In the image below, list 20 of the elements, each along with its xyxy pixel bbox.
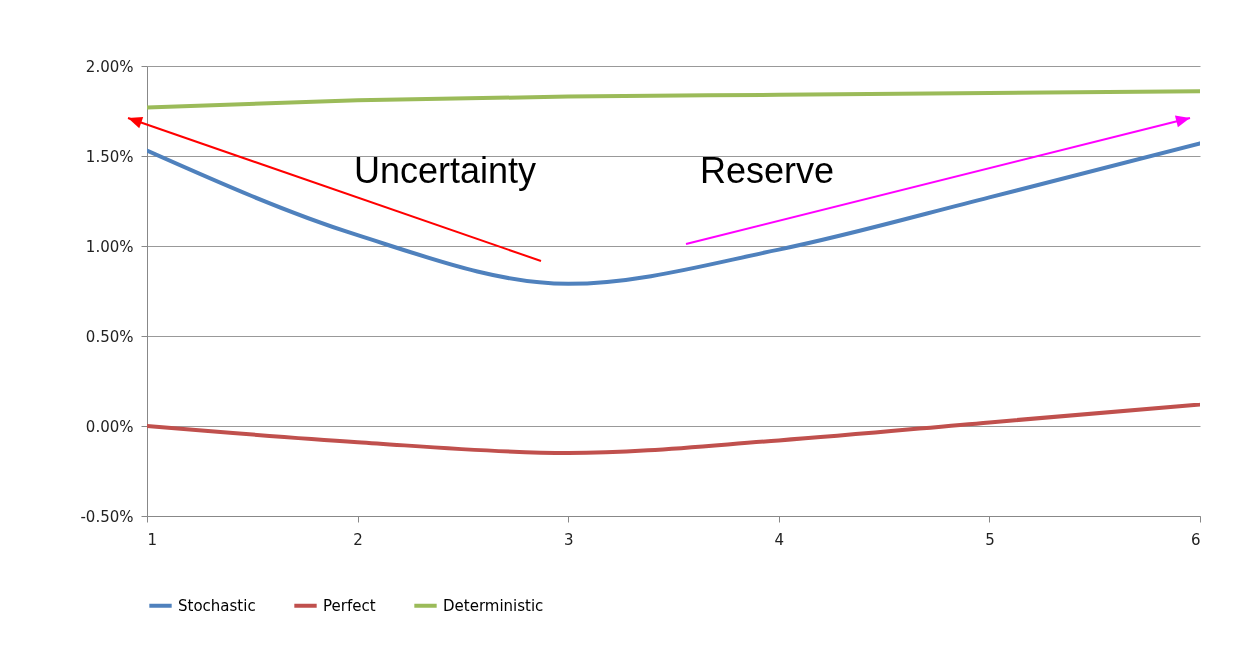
line-series: [147, 89, 1200, 110]
y-tick-label: 2.00%: [85, 57, 134, 76]
y-tick-label: 0.00%: [85, 417, 134, 436]
y-tick-label: 1.00%: [85, 237, 134, 256]
x-tick-label: 1: [147, 530, 158, 549]
x-tick-label: 2: [353, 530, 363, 549]
annotation: Uncertainty: [353, 150, 537, 191]
legend-label: Deterministic: [443, 596, 544, 615]
x-tick-label: 4: [774, 530, 785, 549]
x-tick-label: 6: [1190, 530, 1201, 549]
x-tick-label: 3: [563, 530, 574, 549]
legend-label: Stochastic: [178, 596, 256, 615]
line-series: [147, 141, 1200, 286]
y-tick-label: 1.50%: [85, 147, 134, 166]
y-tick-label: -0.50%: [80, 507, 134, 526]
annotation: Reserve: [699, 150, 835, 191]
x-tick-label: 5: [985, 530, 995, 549]
y-tick-label: 0.50%: [85, 327, 134, 346]
legend-label: Perfect: [323, 596, 376, 615]
line-series: [147, 402, 1200, 455]
